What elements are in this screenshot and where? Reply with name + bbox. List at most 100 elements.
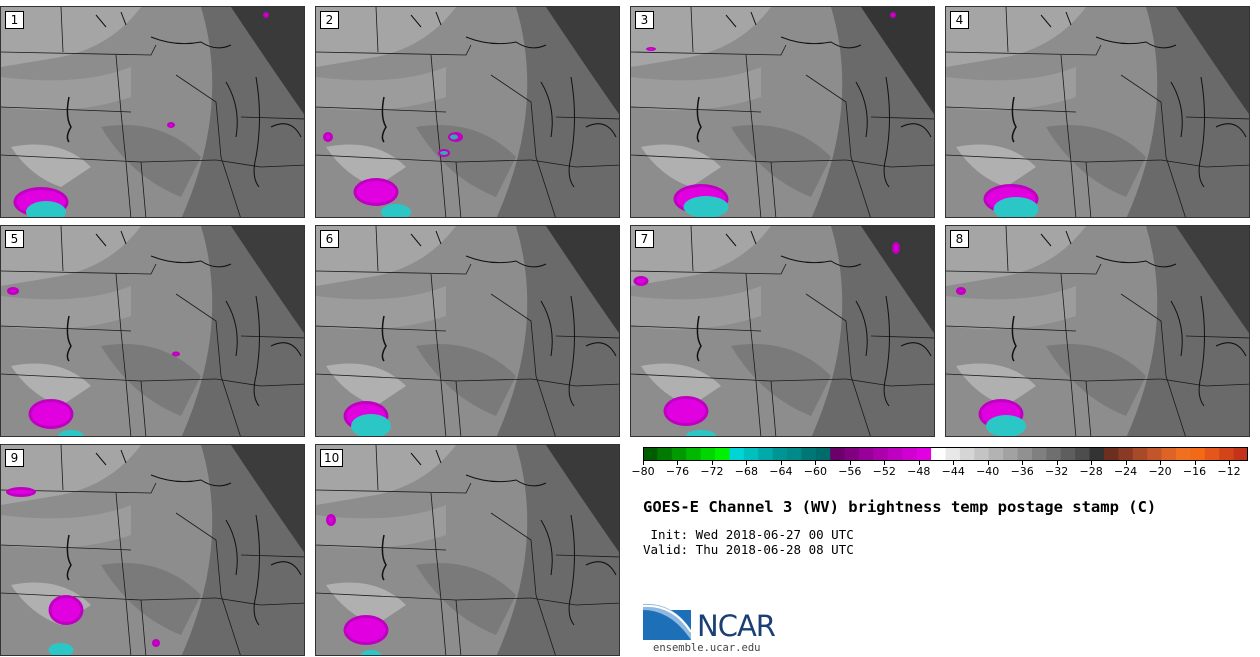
colorbar-tick-label: −36 (1010, 465, 1034, 478)
colorbar-segment (657, 447, 673, 461)
colorbar-segment (1175, 447, 1191, 461)
colorbar-segment (1046, 447, 1062, 461)
colorbar-segment (1075, 447, 1091, 461)
colorbar-segment (1204, 447, 1220, 461)
water-vapour-map (1, 226, 304, 436)
colorbar-tickmark (849, 461, 851, 465)
panel-label: 3 (635, 11, 654, 29)
panel-label: 7 (635, 230, 654, 248)
colorbar-segment (974, 447, 990, 461)
stamp-panel-1: 1 (0, 6, 305, 218)
colorbar-tickmark (677, 461, 679, 465)
stamp-panel-2: 2 (315, 6, 620, 218)
colorbar-tickmark (780, 461, 782, 465)
water-vapour-map (946, 7, 1249, 217)
water-vapour-map (316, 445, 619, 655)
panel-label: 1 (5, 11, 24, 29)
colorbar-tick-label: −52 (872, 465, 896, 478)
colorbar-segment (902, 447, 918, 461)
colorbar-segment (700, 447, 716, 461)
colorbar-tick-label: −16 (1182, 465, 1207, 478)
colorbar-segment (758, 447, 774, 461)
colorbar-tick-label: −24 (1113, 465, 1138, 478)
colorbar-segment (959, 447, 975, 461)
logo-url[interactable]: ensemble.ucar.edu (653, 642, 761, 654)
colorbar-segment (916, 447, 932, 461)
panel-label: 6 (320, 230, 339, 248)
stamp-panel-9: 9 (0, 444, 305, 656)
colorbar-tick-label: −80 (631, 465, 655, 478)
logo-wordmark: NCAR (697, 609, 776, 643)
colorbar-segment (1060, 447, 1076, 461)
colorbar-tick-label: −56 (838, 465, 862, 478)
colorbar-segment (1233, 447, 1248, 461)
panel-label: 10 (320, 449, 344, 467)
colorbar-tickmark (918, 461, 920, 465)
panel-label: 4 (950, 11, 969, 29)
colorbar-tick-label: −60 (803, 465, 827, 478)
colorbar (643, 447, 1248, 461)
colorbar-segment (1089, 447, 1105, 461)
panel-label: 2 (320, 11, 339, 29)
colorbar-segment (1031, 447, 1047, 461)
water-vapour-map (316, 7, 619, 217)
colorbar-tickmark (987, 461, 989, 465)
water-vapour-map (631, 226, 934, 436)
colorbar-segment (671, 447, 687, 461)
colorbar-tickmark (643, 461, 644, 465)
stamp-panel-6: 6 (315, 225, 620, 437)
colorbar-segment (787, 447, 802, 461)
colorbar-segment (1103, 447, 1119, 461)
colorbar-tick-label: −40 (976, 465, 1000, 478)
colorbar-segment (1132, 447, 1148, 461)
colorbar-tickmark (1160, 461, 1162, 465)
colorbar-tick-label: −20 (1148, 465, 1172, 478)
colorbar-segment (801, 447, 817, 461)
colorbar-tickmark (815, 461, 817, 465)
stamp-panel-10: 10 (315, 444, 620, 656)
colorbar-tickmark (1091, 461, 1093, 465)
colorbar-tick-label: −12 (1217, 465, 1241, 478)
colorbar-segment (643, 447, 658, 461)
colorbar-segment (1118, 447, 1134, 461)
stamp-panel-3: 3 (630, 6, 935, 218)
colorbar-segment (1190, 447, 1206, 461)
valid-time: Valid: Thu 2018-06-28 08 UTC (643, 542, 854, 557)
colorbar-segment (931, 447, 946, 461)
colorbar-tickmark (1125, 461, 1127, 465)
stamp-panel-7: 7 (630, 225, 935, 437)
colorbar-tickmark (1194, 461, 1196, 465)
colorbar-segment (1219, 447, 1235, 461)
colorbar-segment (1003, 447, 1019, 461)
water-vapour-map (631, 7, 934, 217)
colorbar-segment (830, 447, 846, 461)
colorbar-segment (715, 447, 730, 461)
colorbar-tickmark (746, 461, 748, 465)
stamp-panel-4: 4 (945, 6, 1250, 218)
colorbar-segment (772, 447, 788, 461)
init-time: Init: Wed 2018-06-27 00 UTC (643, 527, 854, 542)
colorbar-tickmark (953, 461, 955, 465)
panel-label: 9 (5, 449, 24, 467)
colorbar-segment (729, 447, 745, 461)
water-vapour-map (316, 226, 619, 436)
colorbar-border (643, 447, 1248, 461)
figure-title: GOES-E Channel 3 (WV) brightness temp po… (643, 498, 1157, 516)
colorbar-tickmark (884, 461, 886, 465)
colorbar-segment (844, 447, 860, 461)
colorbar-segment (988, 447, 1004, 461)
colorbar-tick-label: −76 (665, 465, 690, 478)
colorbar-segment (1017, 447, 1033, 461)
colorbar-tick-label: −72 (700, 465, 724, 478)
colorbar-tickmark (711, 461, 713, 465)
colorbar-tickmark (1229, 461, 1230, 465)
water-vapour-map (946, 226, 1249, 436)
colorbar-segment (859, 447, 874, 461)
colorbar-segment (815, 447, 831, 461)
panel-label: 5 (5, 230, 24, 248)
colorbar-segment (1147, 447, 1163, 461)
stamp-panel-8: 8 (945, 225, 1250, 437)
stamp-panel-5: 5 (0, 225, 305, 437)
water-vapour-map (1, 7, 304, 217)
colorbar-tick-label: −48 (907, 465, 931, 478)
